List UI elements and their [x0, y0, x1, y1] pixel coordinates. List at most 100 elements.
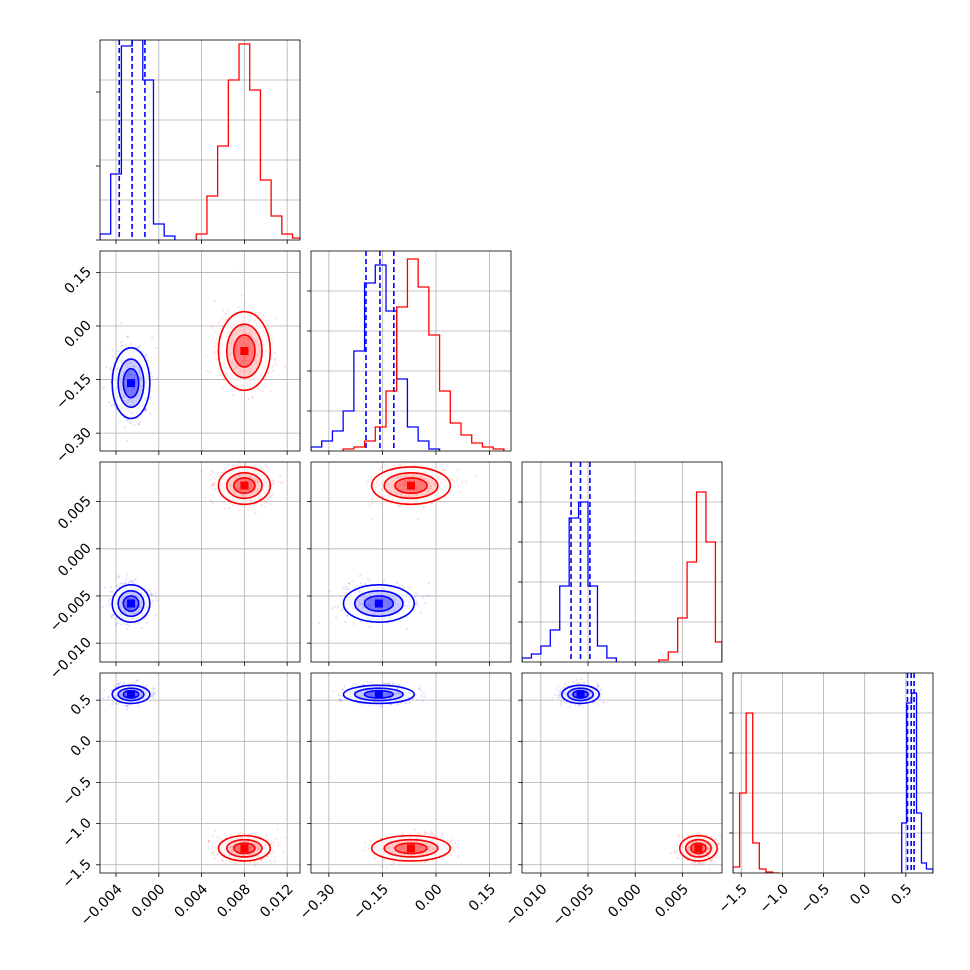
sample-point — [441, 469, 444, 472]
panel-2-2 — [518, 461, 723, 666]
sample-point — [415, 602, 418, 605]
sample-point — [417, 832, 420, 835]
density-contours-0 — [111, 584, 151, 623]
sample-point — [111, 703, 114, 706]
sample-point — [697, 831, 700, 834]
sample-point — [127, 335, 130, 338]
sample-point — [126, 627, 129, 631]
sample-point — [381, 705, 384, 708]
density-contours-1 — [217, 466, 272, 506]
sample-point — [110, 615, 114, 618]
sample-point — [220, 838, 223, 841]
sample-point — [274, 838, 277, 841]
sample-point — [111, 614, 114, 617]
sample-point — [379, 503, 383, 506]
sample-point — [709, 858, 712, 862]
sample-point — [343, 685, 346, 688]
sample-point — [107, 696, 110, 699]
sample-point — [273, 855, 276, 859]
sample-point — [251, 396, 254, 399]
sample-point — [207, 846, 210, 849]
sample-point — [583, 681, 586, 684]
y-tick-label: 0.000 — [55, 540, 95, 580]
sample-point — [229, 501, 232, 505]
density-contours-0 — [342, 684, 416, 705]
sample-point — [365, 483, 368, 486]
sample-point — [362, 849, 365, 852]
sample-point — [120, 344, 123, 347]
sample-point — [419, 695, 423, 698]
sample-point — [318, 622, 321, 625]
sample-point — [269, 503, 272, 506]
sample-point — [436, 835, 439, 838]
sample-point — [125, 704, 128, 707]
sample-point — [121, 582, 124, 585]
y-tick-label: −0.15 — [53, 371, 95, 413]
sample-point — [392, 682, 395, 686]
sample-point — [260, 859, 263, 862]
sample-point — [423, 831, 426, 834]
sample-point — [205, 354, 208, 357]
density-contours-0 — [111, 684, 151, 705]
sample-point — [137, 705, 140, 708]
sample-point — [112, 355, 115, 358]
sample-point — [390, 703, 393, 706]
sample-point — [551, 697, 554, 700]
sample-point — [132, 423, 135, 426]
histogram-series-0 — [522, 501, 617, 662]
sample-point — [456, 468, 460, 471]
sample-point — [420, 690, 423, 693]
sample-point — [257, 314, 260, 317]
sample-point — [155, 599, 158, 602]
sample-point — [103, 586, 106, 589]
density-peak — [374, 599, 383, 608]
sample-point — [267, 371, 270, 374]
sample-point — [555, 688, 558, 691]
sample-point — [398, 864, 401, 868]
gridlines — [522, 462, 722, 662]
sample-point — [117, 682, 120, 685]
sample-point — [272, 482, 275, 485]
sample-point — [560, 700, 563, 703]
density-peak — [374, 690, 383, 699]
sample-point — [113, 617, 116, 620]
sample-point — [102, 386, 105, 389]
sample-point — [351, 580, 354, 583]
sample-point — [276, 844, 280, 847]
sample-point — [433, 835, 436, 838]
sample-point — [574, 704, 577, 707]
sample-point — [244, 463, 247, 466]
sample-point — [126, 705, 129, 708]
sample-point — [108, 590, 112, 593]
histogram-series-0 — [100, 40, 176, 240]
sample-point — [217, 472, 220, 475]
sample-point — [387, 682, 390, 685]
density-peak — [240, 844, 249, 853]
y-tick-label: −0.005 — [47, 587, 95, 635]
sample-point — [218, 475, 221, 478]
sample-point — [393, 862, 396, 865]
sample-point — [252, 832, 255, 835]
sample-point — [396, 581, 399, 584]
sample-point — [431, 502, 434, 505]
sample-point — [130, 343, 133, 346]
sample-point — [117, 683, 120, 686]
sample-point — [343, 697, 346, 700]
sample-point — [451, 837, 454, 840]
sample-point — [140, 626, 143, 629]
panel-frame — [99, 39, 301, 241]
sample-point — [370, 497, 373, 500]
sample-point — [262, 313, 265, 316]
y-tick-label: 0.5 — [68, 692, 95, 719]
sample-point — [370, 680, 373, 683]
sample-point — [597, 684, 600, 687]
sample-point — [602, 701, 605, 704]
sample-point — [209, 499, 212, 502]
sample-point — [113, 402, 116, 406]
sample-point — [111, 349, 114, 352]
sample-point — [225, 318, 228, 321]
panel-content — [100, 40, 300, 240]
y-tick-label: 0.15 — [61, 264, 94, 297]
density-peak — [407, 481, 415, 490]
sample-point — [222, 501, 225, 504]
